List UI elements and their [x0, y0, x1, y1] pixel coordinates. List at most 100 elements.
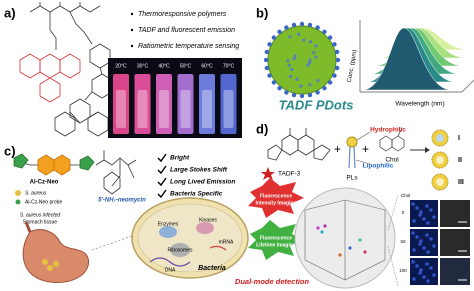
vial: [220, 74, 237, 134]
tadf3-structure-shape: [297, 134, 315, 156]
surface-dot: [263, 57, 269, 63]
feature-list: Bright Large Stokes Shift Long Lived Emiss…: [157, 153, 235, 199]
polymer-structure-shape: [29, 5, 101, 13]
temperature-label: 20°C: [115, 63, 127, 69]
surface-dot: [306, 63, 310, 67]
polymer-structure-shape: [39, 77, 61, 103]
cell-spot: [411, 231, 415, 235]
polymer-structure-shape: [39, 53, 61, 79]
cholesterol: [379, 127, 405, 152]
stomach-shape: [22, 229, 90, 283]
grid-row-label: 0: [402, 210, 405, 215]
kinase: [196, 222, 214, 234]
feature-text: Large Stokes Shift: [170, 167, 228, 174]
cell-spot: [432, 273, 436, 277]
surface-dot: [291, 92, 297, 98]
cholesterol-shape: [379, 135, 393, 152]
polymer-structure-shape: [69, 98, 91, 124]
surface-dot: [264, 49, 270, 55]
cell-spot: [419, 239, 423, 243]
intensity-burst: [248, 178, 304, 218]
bullet-dot: [130, 28, 134, 32]
cell-spot: [425, 233, 429, 237]
check-mark: [157, 189, 167, 199]
imaging-label: Fluorescence: [260, 235, 292, 241]
cell-spot: [425, 204, 429, 208]
cell-spot: [418, 242, 422, 246]
bullet-dot: [130, 12, 134, 16]
tadf3-structure-shape: [313, 144, 331, 161]
vial: [177, 74, 194, 134]
surface-dot: [284, 90, 289, 95]
tissue-label: S. aureus infected: [20, 212, 61, 218]
tadf3-structure: [267, 128, 331, 161]
surface-dot: [307, 92, 313, 98]
feature-text: Bacteria Specific: [170, 191, 223, 198]
surface-dot: [297, 32, 301, 36]
cell-spot: [422, 246, 426, 250]
polymer-structure-shape: [69, 11, 93, 45]
check-mark: [157, 153, 167, 163]
surface-dot: [327, 80, 333, 85]
scatter-point: [316, 226, 320, 230]
vial-glow: [137, 90, 148, 128]
vial-glow: [159, 90, 169, 128]
vial-glow: [116, 90, 126, 128]
surface-dot: [307, 61, 312, 65]
spectrum: [361, 27, 453, 91]
surface-dot: [308, 58, 312, 62]
micrograph: [440, 258, 470, 285]
cell-spot: [426, 279, 430, 283]
cell-membrane: [137, 203, 243, 273]
tadf3-structure-shape: [267, 144, 283, 161]
microscopy-grid: Chol 0 50 100: [399, 193, 470, 285]
tadf3-structure-shape: [281, 134, 299, 156]
surface-dot: [284, 25, 289, 30]
surface-dot: [308, 40, 313, 44]
cell-spot: [426, 250, 430, 254]
surface-dot: [299, 93, 305, 99]
cell-label: Enzymes: [158, 221, 179, 227]
polymer-structure-shape: [54, 111, 76, 137]
bullet-text: TADF and fluorescent emission: [138, 27, 235, 34]
polymer-structure-shape: [59, 53, 81, 79]
cell-spot: [419, 210, 423, 214]
surface-dot: [332, 73, 337, 78]
hydrophilic-label: Hydrophilic: [370, 127, 406, 134]
vial-photo: 20°C 30°C 40°C 50°C 60°C 70°C: [108, 58, 242, 138]
lipid: [346, 136, 358, 169]
scatter-point: [338, 253, 342, 257]
cell-spot: [418, 271, 422, 275]
cell-spot: [425, 262, 429, 266]
probe-label: Al-Cz-Neo: [30, 180, 59, 186]
scatter-point: [363, 250, 367, 254]
micrograph: [440, 229, 470, 256]
phase-label: I: [458, 135, 460, 142]
scatter-point: [348, 246, 352, 250]
cell-spot: [415, 264, 419, 268]
surface-dot: [277, 29, 282, 35]
cell-label: Ribosomes: [167, 247, 193, 253]
surface-dot: [299, 84, 303, 88]
mrna: [209, 245, 227, 251]
surface-dot: [290, 67, 294, 72]
y-axis-label: Conc. (ppm): [347, 49, 359, 83]
surface-dot: [299, 21, 305, 27]
cell-spot: [429, 237, 433, 241]
cholesterol-shape: [397, 127, 403, 137]
cell-spot: [412, 219, 416, 223]
vial: [199, 74, 215, 134]
cell-label: DNA: [165, 267, 176, 273]
probe-structure-shape: [53, 154, 71, 176]
cholesterol-shape: [391, 135, 405, 152]
lipophilic-label: Lipophilic: [363, 163, 394, 170]
scatter-point: [358, 238, 362, 242]
legend-marker: [15, 190, 21, 196]
compound-label: TADF-3: [278, 171, 301, 178]
polymer-structure-shape: [87, 111, 109, 137]
probe-structure-shape: [103, 150, 135, 187]
ribosome: [170, 243, 190, 257]
cell-spot: [411, 260, 415, 264]
